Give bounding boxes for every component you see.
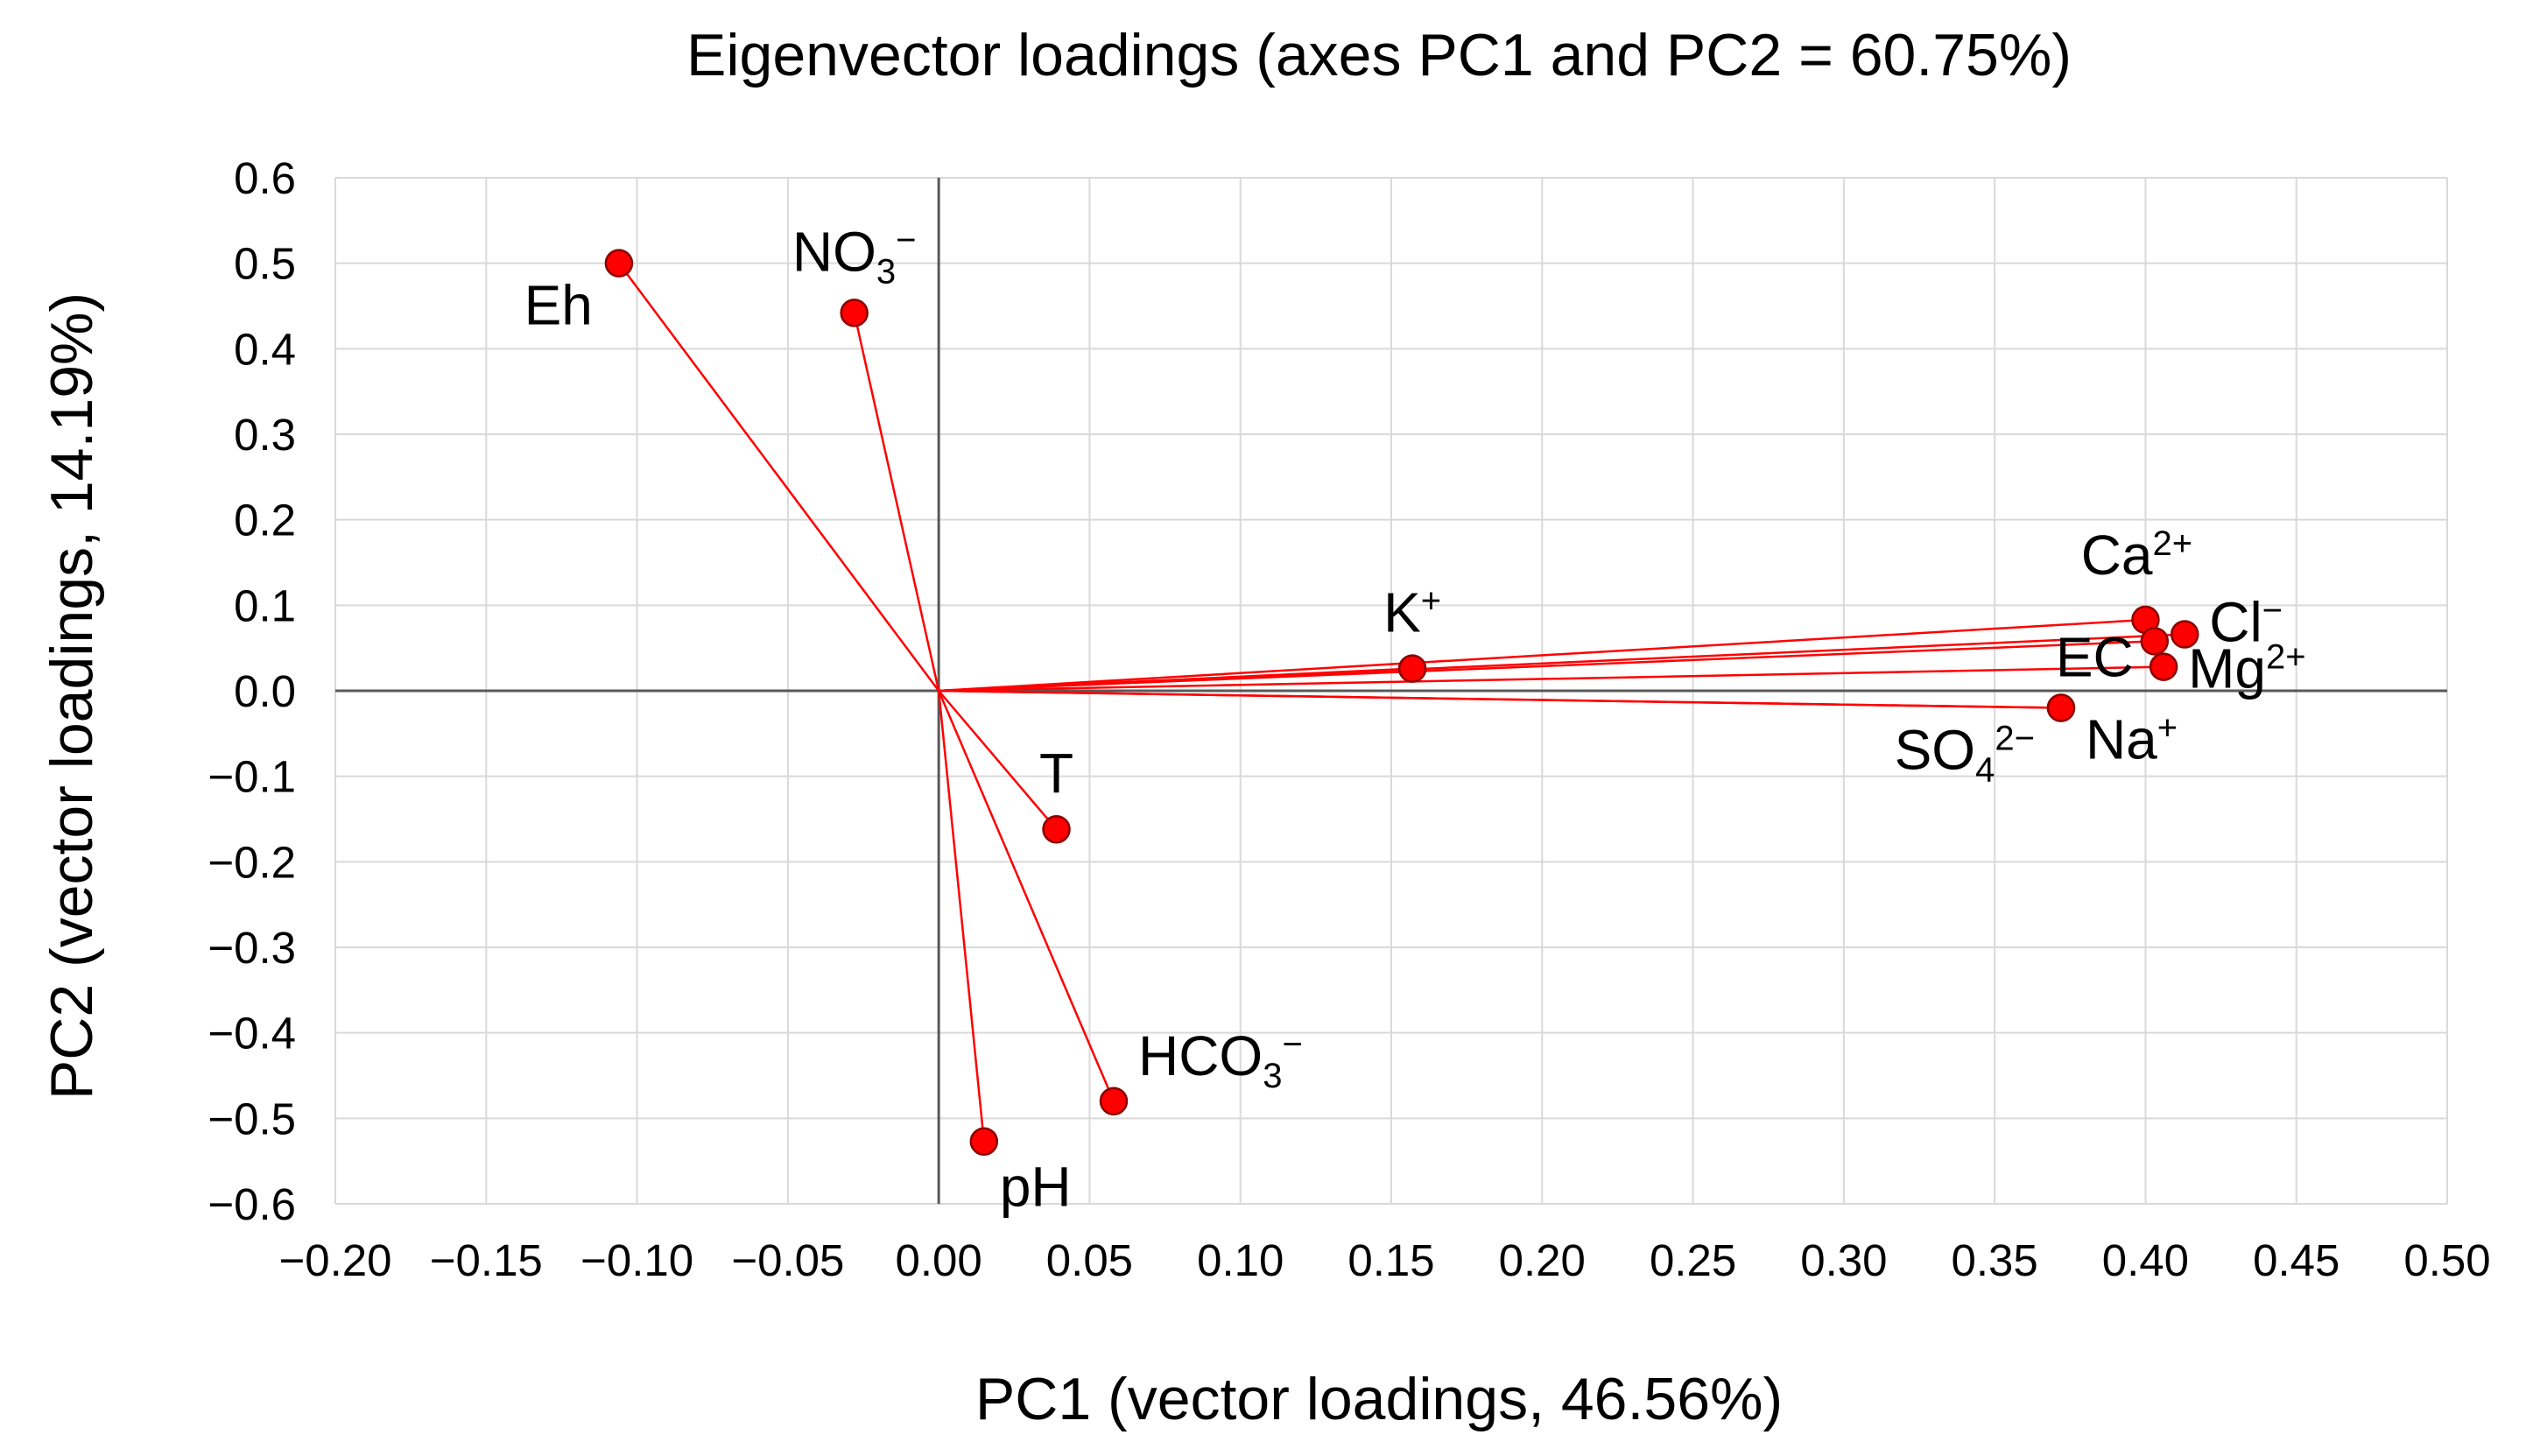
label-cl: Cl−	[2209, 591, 2283, 654]
x-tick-label: 0.35	[1952, 1235, 2038, 1285]
x-tick-label: 0.40	[2102, 1235, 2189, 1285]
x-tick-label: 0.25	[1650, 1235, 1736, 1285]
y-tick-labels: 0.6 0.5 0.4 0.3 0.2 0.1 0.0 −0.1 −0.2 −0.3 −0.4 −0.…	[208, 153, 296, 1229]
point-labels: Eh NO3− K+ T HCO3− pH Ca2+ EC Cl−Mg2+Na+ SO42−	[524, 220, 2306, 1218]
vector-so4	[939, 689, 2061, 709]
x-tick-label: 0.00	[896, 1235, 982, 1285]
point-so4	[2046, 693, 2076, 722]
x-tick-label: −0.15	[430, 1235, 543, 1285]
y-tick-label: −0.2	[208, 837, 296, 887]
vector-ph	[937, 690, 986, 1142]
x-tick-labels: −0.20 −0.15 −0.10 −0.05 0.00 0.05 0.10 0.15 0.20…	[278, 1235, 2490, 1285]
vector-mg	[939, 665, 2164, 693]
vector-no3	[853, 313, 940, 692]
point-cl	[2170, 620, 2199, 649]
y-tick-label: 0.2	[234, 496, 296, 545]
label-ph: pH	[1000, 1156, 1072, 1219]
x-tick-label: −0.05	[731, 1235, 844, 1285]
y-tick-label: 0.6	[234, 153, 296, 203]
x-tick-label: 0.20	[1499, 1235, 1586, 1285]
y-axis-title: PC2 (vector loadings, 14.19%)	[39, 292, 105, 1100]
point-no3	[840, 299, 869, 327]
x-axis-title: PC1 (vector loadings, 46.56%)	[975, 1366, 1783, 1432]
x-tick-label: 0.15	[1347, 1235, 1434, 1285]
x-tick-label: −0.10	[580, 1235, 693, 1285]
y-tick-label: −0.6	[208, 1179, 296, 1229]
y-tick-label: 0.0	[234, 666, 296, 716]
label-so4: SO42−	[1895, 719, 2035, 790]
y-tick-label: 0.4	[234, 324, 296, 374]
label-eh: Eh	[524, 274, 593, 337]
label-no3: NO3−	[792, 220, 917, 291]
y-tick-label: 0.5	[234, 239, 296, 289]
label-t: T	[1039, 742, 1073, 805]
y-tick-label: −0.3	[208, 923, 296, 973]
loading-vectors	[617, 262, 2185, 1142]
x-tick-label: 0.10	[1197, 1235, 1284, 1285]
point-ec	[2140, 627, 2170, 656]
vector-ca	[939, 618, 2146, 693]
x-tick-label: 0.45	[2253, 1235, 2340, 1285]
y-tick-label: −0.1	[208, 752, 296, 802]
vector-hco3	[937, 690, 1115, 1102]
x-tick-label: 0.30	[1800, 1235, 1887, 1285]
y-tick-label: 0.3	[234, 410, 296, 460]
point-k	[1397, 654, 1427, 683]
x-tick-label: −0.20	[278, 1235, 391, 1285]
y-tick-label: −0.5	[208, 1094, 296, 1143]
label-ca: Ca2+	[2081, 524, 2192, 587]
x-tick-label: 0.05	[1046, 1235, 1133, 1285]
label-mg: Mg2+	[2188, 637, 2306, 700]
vector-eh	[617, 262, 940, 692]
y-tick-label: −0.4	[208, 1009, 296, 1059]
point-eh	[604, 249, 634, 278]
label-hco3: HCO3−	[1138, 1024, 1303, 1095]
chart-title: Eigenvector loadings (axes PC1 and PC2 =…	[686, 22, 2072, 88]
label-na: Na+	[2086, 708, 2178, 771]
label-k: K+	[1383, 581, 1441, 644]
vector-cl	[939, 633, 2185, 693]
point-ph	[969, 1127, 999, 1156]
vector-t	[938, 690, 1058, 831]
point-mg	[2149, 652, 2178, 681]
x-tick-label: 0.50	[2403, 1235, 2490, 1285]
point-t	[1042, 814, 1071, 844]
label-ec: EC	[2056, 625, 2134, 688]
point-hco3	[1099, 1087, 1129, 1116]
loading-points	[604, 249, 2199, 1156]
y-tick-label: 0.1	[234, 580, 296, 630]
